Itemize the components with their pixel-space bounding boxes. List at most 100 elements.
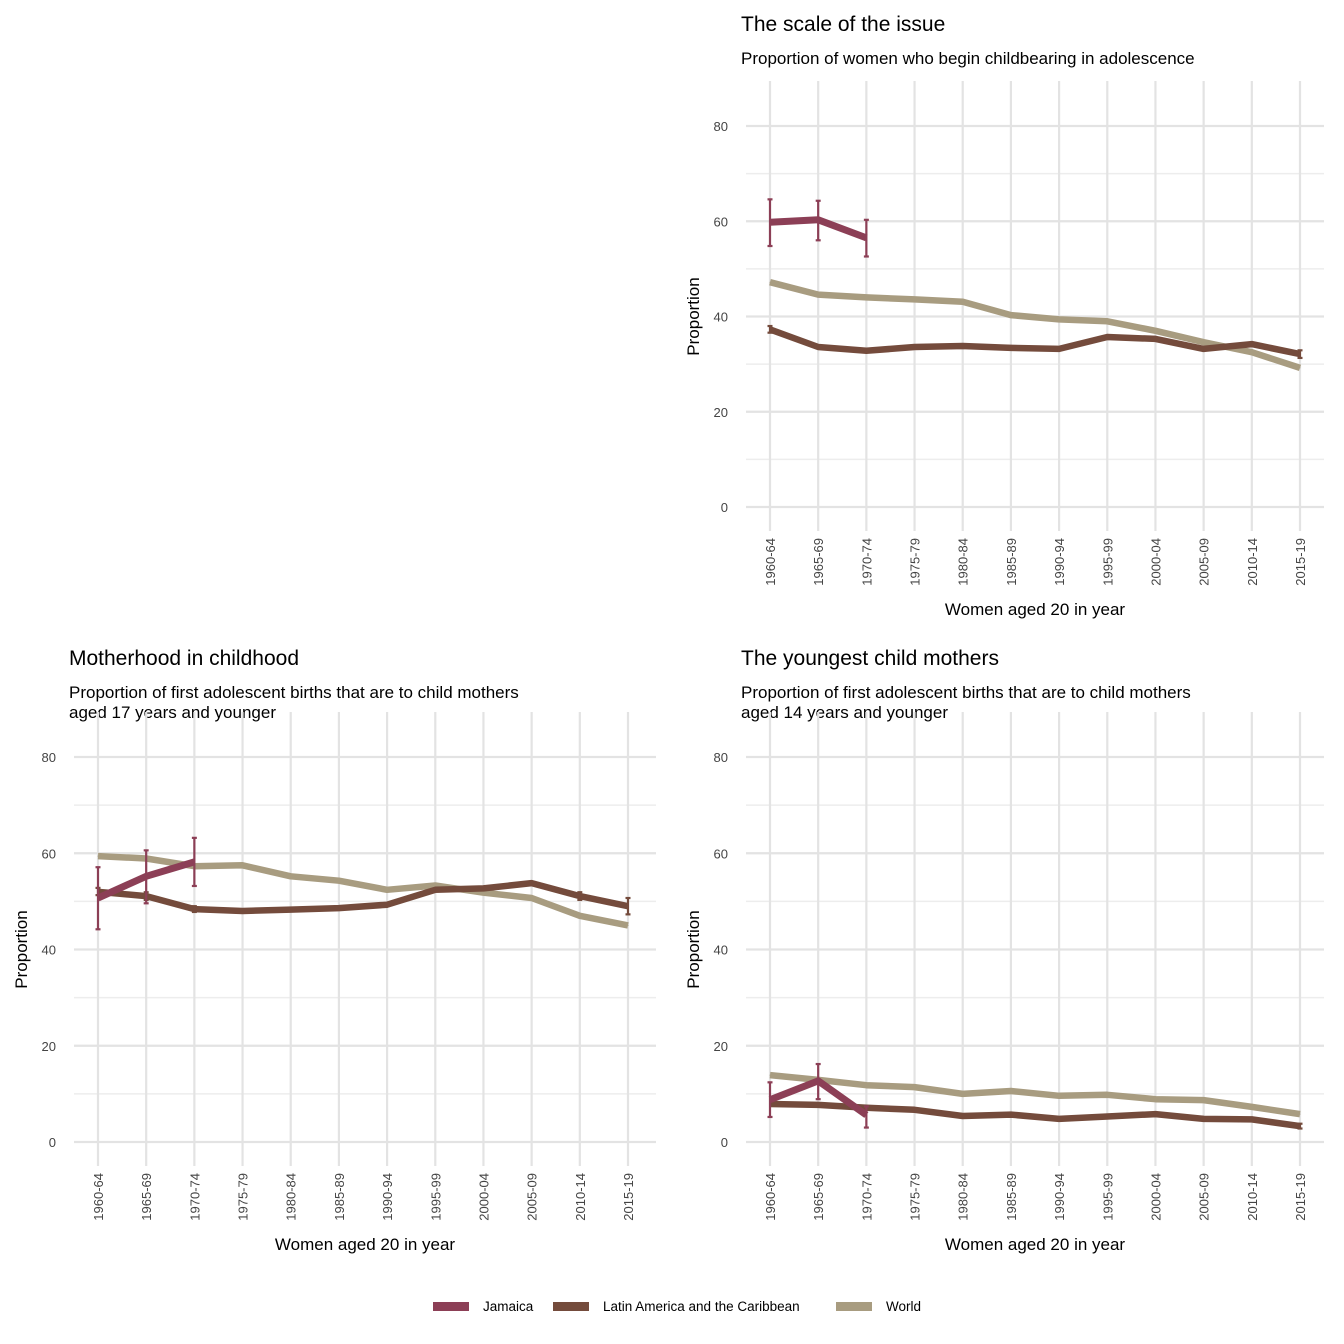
series-jamaica: [767, 198, 869, 258]
data-point-latin-america-and-the-caribbean: [865, 350, 867, 352]
data-point-world: [386, 889, 388, 891]
data-point-latin-america-and-the-caribbean: [1106, 1115, 1108, 1117]
y-tick-label: 0: [721, 500, 728, 515]
legend-label-jamaica: Jamaica: [483, 1299, 534, 1314]
data-point-latin-america-and-the-caribbean: [1058, 348, 1060, 350]
y-axis-label: Proportion: [12, 910, 31, 988]
y-tick-label: 60: [42, 846, 56, 861]
data-point-latin-america-and-the-caribbean: [817, 1104, 819, 1106]
x-tick-label: 1960-64: [763, 1173, 778, 1221]
x-tick-label: 1990-94: [1052, 538, 1067, 586]
data-point-latin-america-and-the-caribbean: [482, 887, 484, 889]
data-point-latin-america-and-the-caribbean: [242, 910, 244, 912]
data-point-latin-america-and-the-caribbean: [290, 909, 292, 911]
error-bar-jamaica: [815, 1062, 821, 1101]
x-axis-label: Women aged 20 in year: [945, 600, 1126, 619]
data-point-latin-america-and-the-caribbean: [962, 1115, 964, 1117]
x-tick-label: 1980-84: [956, 1173, 971, 1221]
error-bar-latin-america-and-the-caribbean: [767, 324, 773, 334]
data-point-latin-america-and-the-caribbean: [1203, 348, 1205, 350]
data-point-world: [1010, 1090, 1012, 1092]
line-latin-america-and-the-caribbean: [97, 879, 629, 915]
data-point-latin-america-and-the-caribbean: [1106, 336, 1108, 338]
data-point-world: [1106, 320, 1108, 322]
data-point-latin-america-and-the-caribbean: [962, 345, 964, 347]
data-point-world: [962, 1093, 964, 1095]
data-point-world: [1154, 1098, 1156, 1100]
data-point-world: [962, 301, 964, 303]
data-point-world: [865, 1084, 867, 1086]
data-point-latin-america-and-the-caribbean: [1203, 1118, 1205, 1120]
chart-subtitle: Proportion of women who begin childbeari…: [741, 49, 1195, 68]
x-tick-label: 1985-89: [332, 1173, 347, 1221]
data-point-world: [1010, 314, 1012, 316]
x-tick-label: 2005-09: [1197, 1173, 1212, 1221]
error-bar-latin-america-and-the-caribbean: [1297, 349, 1303, 360]
chart-subtitle: aged 14 years and younger: [741, 703, 948, 722]
y-axis-label: Proportion: [684, 277, 703, 355]
x-tick-label: 1995-99: [1100, 538, 1115, 586]
x-tick-label: 2000-04: [476, 1173, 491, 1221]
error-bar-jamaica: [815, 199, 821, 242]
data-point-latin-america-and-the-caribbean: [914, 1109, 916, 1111]
data-point-world: [1058, 318, 1060, 320]
data-point-world: [579, 915, 581, 917]
x-tick-label: 1965-69: [811, 1173, 826, 1221]
chart-subtitle: Proportion of first adolescent births th…: [69, 683, 519, 702]
data-point-world: [1251, 351, 1253, 353]
data-point-latin-america-and-the-caribbean: [1010, 347, 1012, 349]
x-tick-label: 2005-09: [525, 1173, 540, 1221]
x-axis-label: Women aged 20 in year: [945, 1235, 1126, 1254]
x-tick-label: 1960-64: [91, 1173, 106, 1221]
y-tick-label: 0: [721, 1135, 728, 1150]
data-point-world: [1299, 1113, 1301, 1115]
data-point-world: [1203, 341, 1205, 343]
error-bar-jamaica: [863, 1105, 869, 1129]
y-tick-label: 80: [714, 119, 728, 134]
error-bar-latin-america-and-the-caribbean: [577, 891, 583, 902]
x-axis-label: Women aged 20 in year: [275, 1235, 456, 1254]
y-tick-label: 60: [714, 214, 728, 229]
chart-title: Motherhood in childhood: [69, 647, 299, 670]
panel-scale-of-issue: The scale of the issue Proportion of wome…: [684, 13, 1324, 619]
x-tick-label: 2015-19: [621, 1173, 636, 1221]
x-tick-label: 2015-19: [1293, 538, 1308, 586]
data-point-world: [1203, 1099, 1205, 1101]
data-point-latin-america-and-the-caribbean: [1154, 1113, 1156, 1115]
data-point-world: [1154, 330, 1156, 332]
data-point-latin-america-and-the-caribbean: [1251, 1118, 1253, 1120]
x-tick-label: 1965-69: [811, 538, 826, 586]
x-tick-label: 1975-79: [236, 1173, 251, 1221]
error-bar-latin-america-and-the-caribbean: [625, 896, 631, 916]
x-tick-label: 1990-94: [1052, 1173, 1067, 1221]
x-tick-label: 1980-84: [956, 538, 971, 586]
data-point-world: [290, 875, 292, 877]
error-bar-jamaica: [767, 198, 773, 248]
data-point-world: [1106, 1094, 1108, 1096]
y-tick-label: 40: [714, 310, 728, 325]
error-bar-latin-america-and-the-caribbean: [191, 905, 197, 914]
data-point-latin-america-and-the-caribbean: [338, 907, 340, 909]
data-point-latin-america-and-the-caribbean: [1010, 1114, 1012, 1116]
series-world: [769, 279, 1302, 371]
error-bar-jamaica: [863, 218, 869, 258]
x-tick-label: 2015-19: [1293, 1173, 1308, 1221]
data-point-latin-america-and-the-caribbean: [1251, 343, 1253, 345]
series-jamaica: [95, 836, 197, 931]
data-point-world: [1058, 1095, 1060, 1097]
data-point-latin-america-and-the-caribbean: [1058, 1118, 1060, 1120]
data-point-world: [1251, 1106, 1253, 1108]
y-tick-label: 80: [42, 750, 56, 765]
x-tick-label: 2005-09: [1197, 538, 1212, 586]
chart-title: The scale of the issue: [741, 13, 945, 36]
x-tick-label: 2010-14: [573, 1173, 588, 1221]
data-point-latin-america-and-the-caribbean: [817, 346, 819, 348]
legend: Jamaica Latin America and the Caribbean …: [433, 1299, 921, 1314]
x-tick-label: 1960-64: [763, 538, 778, 586]
series-latin-america-and-the-caribbean: [767, 324, 1303, 360]
chart-subtitle: Proportion of first adolescent births th…: [741, 683, 1191, 702]
x-tick-label: 1995-99: [428, 1173, 443, 1221]
x-tick-label: 1965-69: [139, 1173, 154, 1221]
data-point-world: [482, 892, 484, 894]
